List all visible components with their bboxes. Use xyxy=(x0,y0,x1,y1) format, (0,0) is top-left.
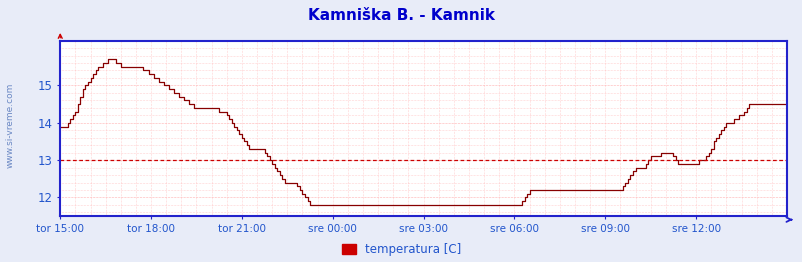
Text: www.si-vreme.com: www.si-vreme.com xyxy=(6,83,15,168)
Legend: temperatura [C]: temperatura [C] xyxy=(341,243,461,256)
Text: Kamniška B. - Kamnik: Kamniška B. - Kamnik xyxy=(308,8,494,23)
